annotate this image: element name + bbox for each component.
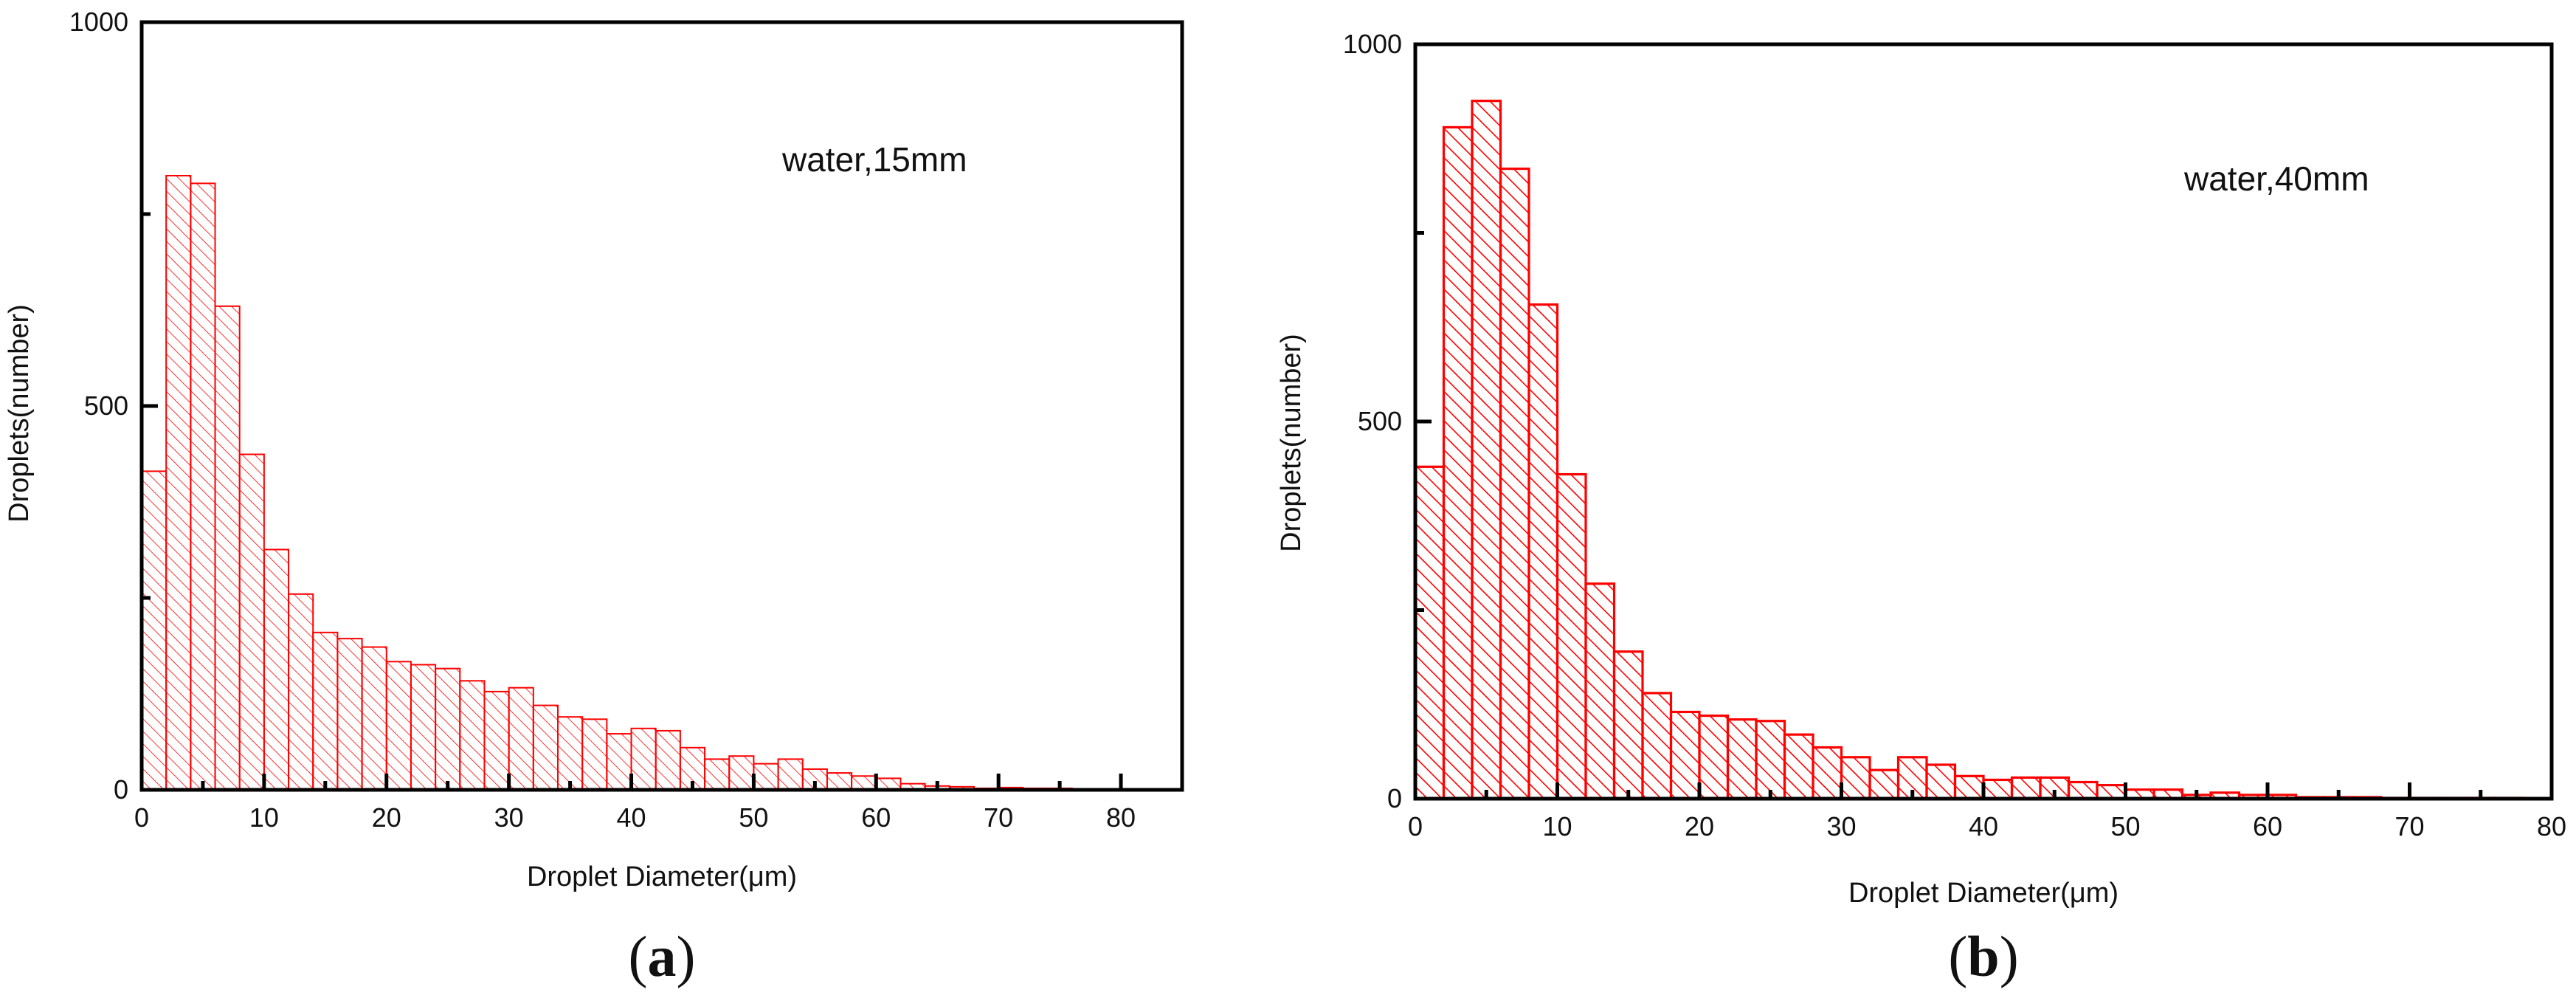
bar-a-14	[483, 690, 510, 791]
bar-b-2	[1471, 100, 1502, 800]
bar-a-19	[606, 733, 632, 791]
bar-a-26	[777, 758, 804, 791]
bar-b-9	[1669, 710, 1701, 800]
x-tick-label-50: 50	[2110, 811, 2140, 842]
bar-a-5	[263, 548, 290, 791]
x-tick-label-70: 70	[2394, 811, 2424, 842]
chart-panel-a: 0 10 20 30 40 50 60 70 80 0 500 1000 Droplet Diamete…	[4, 7, 1184, 988]
bar-a-2	[190, 182, 216, 791]
bar-b-23	[2067, 780, 2099, 800]
x-tick-label-80: 80	[2537, 811, 2566, 842]
bar-a-1	[165, 175, 192, 791]
x-tick-label-10: 10	[1542, 811, 1572, 842]
bar-b-10	[1698, 714, 1730, 800]
chart-panel-b: 0 10 20 30 40 50 60 70 80 0 500 1000 Droplet Diamete…	[1276, 29, 2566, 988]
x-tick-label-50: 50	[739, 802, 768, 833]
bar-b-20	[1982, 778, 2014, 800]
bar-a-18	[581, 718, 608, 791]
bar-b-15	[1840, 756, 1871, 800]
x-tick-label-0: 0	[134, 802, 149, 833]
x-tick-label-60: 60	[861, 802, 891, 833]
y-tick-label-1000: 1000	[69, 7, 128, 37]
x-tick-label-30: 30	[1826, 811, 1856, 842]
panel-caption: (a)	[629, 924, 696, 988]
x-axis-title: Droplet Diameter(μm)	[1848, 878, 2119, 909]
bar-b-0	[1414, 465, 1446, 800]
caption-close-paren: )	[677, 924, 696, 988]
x-tick-label-10: 10	[249, 802, 279, 833]
caption-close-paren: )	[2000, 924, 2019, 988]
y-tick-label-0: 0	[114, 774, 128, 805]
x-tick-label-40: 40	[1969, 811, 1998, 842]
bar-a-20	[630, 727, 657, 791]
bar-a-21	[655, 729, 681, 791]
bar-b-8	[1641, 692, 1673, 800]
bar-b-24	[2096, 784, 2127, 800]
x-tick-label-80: 80	[1106, 802, 1136, 833]
panel-caption: (b)	[1948, 924, 2018, 988]
bar-a-12	[435, 667, 461, 791]
x-tick-label-60: 60	[2253, 811, 2282, 842]
bar-b-21	[2010, 776, 2042, 800]
bar-b-6	[1584, 582, 1616, 800]
bar-a-6	[288, 593, 314, 791]
caption-letter: a	[648, 924, 677, 988]
bar-a-13	[459, 680, 486, 791]
bar-a-10	[385, 661, 412, 791]
bar-a-29	[851, 775, 877, 791]
bar-a-4	[238, 453, 265, 791]
x-axis-title: Droplet Diameter(μm)	[527, 861, 797, 892]
bar-a-17	[557, 716, 584, 791]
x-tick-label-20: 20	[372, 802, 401, 833]
bar-b-18	[1925, 763, 1957, 800]
bars-group	[141, 175, 1122, 791]
bar-b-1	[1442, 125, 1474, 800]
bar-b-16	[1868, 768, 1900, 800]
bar-a-11	[410, 664, 437, 791]
y-tick-label-500: 500	[1358, 406, 1402, 436]
y-axis-title: Droplets(number)	[4, 304, 35, 523]
bar-a-16	[532, 704, 559, 791]
y-tick-label-0: 0	[1387, 783, 1402, 813]
bar-b-11	[1726, 718, 1758, 800]
bar-b-7	[1612, 650, 1644, 800]
y-axis-title: Droplets(number)	[1276, 334, 1307, 552]
bar-a-9	[361, 646, 387, 791]
y-tick-label-1000: 1000	[1343, 29, 1402, 59]
bar-b-12	[1755, 720, 1786, 800]
chart-annotation: water,40mm	[2183, 159, 2369, 198]
bar-a-23	[704, 758, 731, 791]
y-tick-label-500: 500	[84, 390, 128, 421]
bar-a-28	[826, 772, 853, 791]
bar-a-3	[214, 305, 241, 791]
x-tick-label-20: 20	[1685, 811, 1714, 842]
bar-a-25	[753, 763, 779, 791]
x-tick-label-70: 70	[984, 802, 1013, 833]
bar-b-5	[1555, 472, 1587, 800]
caption-open-paren: (	[629, 924, 648, 988]
bar-a-7	[312, 631, 339, 791]
chart-annotation: water,15mm	[781, 140, 967, 179]
bar-b-3	[1499, 168, 1530, 800]
bar-b-14	[1812, 746, 1843, 800]
x-tick-label-40: 40	[617, 802, 646, 833]
bar-b-4	[1527, 303, 1559, 800]
bar-b-13	[1783, 733, 1814, 800]
bar-a-8	[336, 638, 363, 791]
bars-group	[1414, 100, 2525, 800]
bar-a-0	[141, 470, 168, 791]
caption-letter: b	[1967, 924, 1999, 988]
caption-open-paren: (	[1948, 924, 1967, 988]
bar-a-15	[508, 686, 534, 791]
x-tick-label-0: 0	[1408, 811, 1423, 842]
x-tick-label-30: 30	[494, 802, 524, 833]
bar-b-19	[1953, 774, 1985, 800]
bar-a-24	[728, 755, 755, 791]
